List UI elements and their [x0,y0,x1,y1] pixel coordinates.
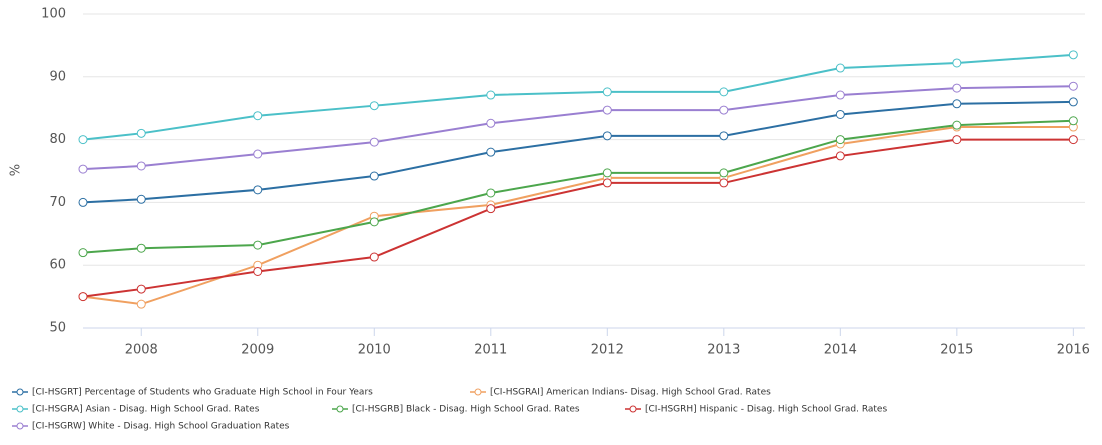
point-marker [78,248,88,258]
legend-label: [CI-HSGRAI] American Indians- Disag. Hig… [490,388,771,398]
point-marker [1068,135,1078,145]
legend-marker [336,405,344,413]
legend-label: [CI-HSGRB] Black - Disag. High School Gr… [352,405,580,415]
point-marker [486,188,496,198]
y-tick-label: 80 [49,132,66,147]
series-line [82,100,1074,204]
legend-label: [CI-HSGRW] White - Disag. High School Gr… [32,422,290,432]
point-marker [1068,116,1078,126]
point-marker [952,83,962,93]
legend-label: [CI-HSGRA] Asian - Disag. High School Gr… [32,405,260,415]
point-marker [602,105,612,115]
y-tick-label: 70 [49,195,66,210]
x-tick-label: 2010 [358,343,391,358]
legend-marker [16,405,24,413]
series-line [82,85,1074,171]
point-marker [835,63,845,73]
series-line [82,138,1074,298]
point-marker [486,204,496,214]
x-tick-label: 2014 [824,343,857,358]
legend-item[interactable]: [CI-HSGRH] Hispanic - Disag. High School… [625,405,887,415]
y-axis-title: % [9,164,24,176]
point-marker [78,197,88,207]
point-marker [602,131,612,141]
point-marker [719,87,729,97]
point-marker [253,111,263,121]
point-marker [1068,97,1078,107]
point-marker [136,194,146,204]
point-marker [602,178,612,188]
point-marker [253,185,263,195]
point-marker [136,161,146,171]
legend-item[interactable]: [CI-HSGRW] White - Disag. High School Gr… [12,422,290,432]
x-tick-label: 2008 [125,343,158,358]
point-marker [136,243,146,253]
point-marker [369,101,379,111]
point-marker [136,128,146,138]
point-marker [369,252,379,262]
point-marker [835,135,845,145]
y-tick-label: 50 [49,321,66,336]
series-line [82,119,1074,254]
y-tick-label: 100 [41,7,66,22]
x-tick-label: 2012 [591,343,624,358]
point-marker [253,149,263,159]
series-line [82,126,1074,306]
point-marker [136,299,146,309]
point-marker [719,131,729,141]
x-tick-label: 2011 [474,343,507,358]
x-tick-label: 2009 [241,343,274,358]
point-marker [1068,50,1078,60]
point-marker [835,109,845,119]
point-marker [369,171,379,181]
point-marker [952,120,962,130]
x-tick-label: 2016 [1057,343,1090,358]
legend-label: [CI-HSGRT] Percentage of Students who Gr… [32,388,373,398]
y-tick-label: 60 [49,258,66,273]
point-marker [602,87,612,97]
point-marker [952,135,962,145]
point-marker [486,147,496,157]
point-marker [486,118,496,128]
point-marker [78,164,88,174]
point-marker [78,292,88,302]
legend-marker [629,405,637,413]
point-marker [369,137,379,147]
point-marker [486,90,496,100]
point-marker [952,58,962,68]
legend-marker [16,388,24,396]
legend-item[interactable]: [CI-HSGRB] Black - Disag. High School Gr… [332,405,580,415]
series-line [82,53,1074,141]
point-marker [719,168,729,178]
point-marker [835,90,845,100]
point-marker [719,105,729,115]
point-marker [602,168,612,178]
point-marker [719,178,729,188]
point-marker [1068,81,1078,91]
point-marker [136,284,146,294]
legend-marker [474,388,482,396]
point-marker [952,99,962,109]
x-tick-label: 2015 [940,343,973,358]
legend-label: [CI-HSGRH] Hispanic - Disag. High School… [645,405,887,415]
x-tick-label: 2013 [707,343,740,358]
point-marker [835,151,845,161]
point-marker [369,217,379,227]
legend-item[interactable]: [CI-HSGRA] Asian - Disag. High School Gr… [12,405,260,415]
legend-marker [16,422,24,430]
legend-item[interactable]: [CI-HSGRAI] American Indians- Disag. Hig… [470,388,771,398]
legend-item[interactable]: [CI-HSGRT] Percentage of Students who Gr… [12,388,373,398]
point-marker [78,135,88,145]
point-marker [253,240,263,250]
point-marker [253,266,263,276]
y-tick-label: 90 [49,69,66,84]
